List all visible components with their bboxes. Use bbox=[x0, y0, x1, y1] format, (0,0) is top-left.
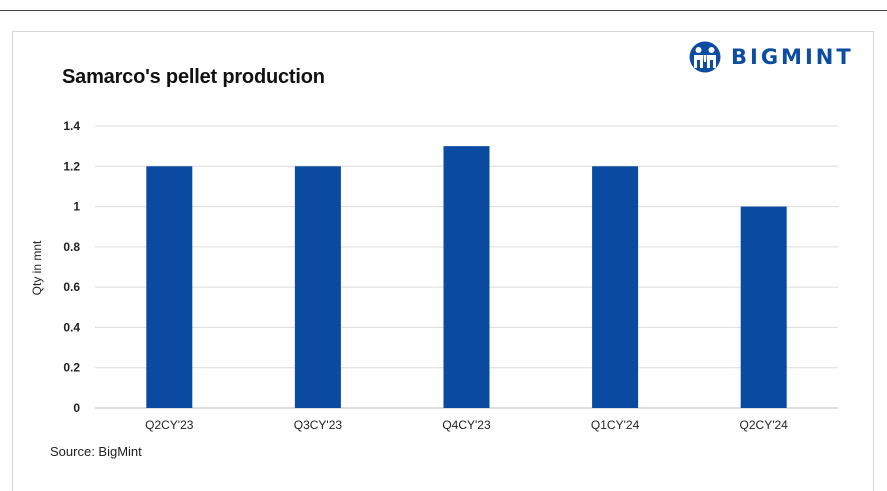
x-tick-label: Q2CY'23 bbox=[145, 418, 194, 432]
y-tick-label: 0.2 bbox=[63, 361, 80, 375]
x-tick-label: Q4CY'23 bbox=[442, 418, 491, 432]
bar bbox=[146, 166, 193, 408]
bar bbox=[592, 166, 639, 408]
y-tick-label: 0.8 bbox=[63, 240, 80, 254]
top-divider bbox=[0, 10, 887, 11]
y-axis-title: Qty in mnt bbox=[30, 240, 44, 295]
y-tick-label: 0.6 bbox=[63, 280, 80, 294]
y-tick-label: 1 bbox=[73, 200, 80, 214]
y-tick-label: 1.2 bbox=[63, 159, 80, 173]
bar-group bbox=[146, 146, 787, 408]
brand-logo: BIGMINT bbox=[689, 40, 854, 74]
x-tick-label: Q1CY'24 bbox=[591, 418, 640, 432]
bar bbox=[740, 206, 787, 408]
chart-title: Samarco's pellet production bbox=[62, 66, 325, 88]
y-tick-label: 0.4 bbox=[63, 320, 80, 334]
axis-labels: 0 0.2 0.4 0.6 0.8 1 1.2 1.4 Q2CY'23 Q3CY'23 Q4CY'2… bbox=[63, 119, 788, 432]
x-tick-label: Q3CY'23 bbox=[294, 418, 343, 432]
bar bbox=[294, 166, 341, 408]
x-tick-label: Q2CY'24 bbox=[740, 418, 789, 432]
bigmint-logo-icon bbox=[689, 41, 721, 73]
bar bbox=[443, 146, 490, 408]
brand-name: BIGMINT bbox=[731, 45, 854, 69]
chart-frame bbox=[12, 31, 874, 491]
y-tick-label: 1.4 bbox=[63, 119, 80, 133]
y-tick-label: 0 bbox=[73, 401, 80, 415]
source-note: Source: BigMint bbox=[50, 444, 142, 459]
